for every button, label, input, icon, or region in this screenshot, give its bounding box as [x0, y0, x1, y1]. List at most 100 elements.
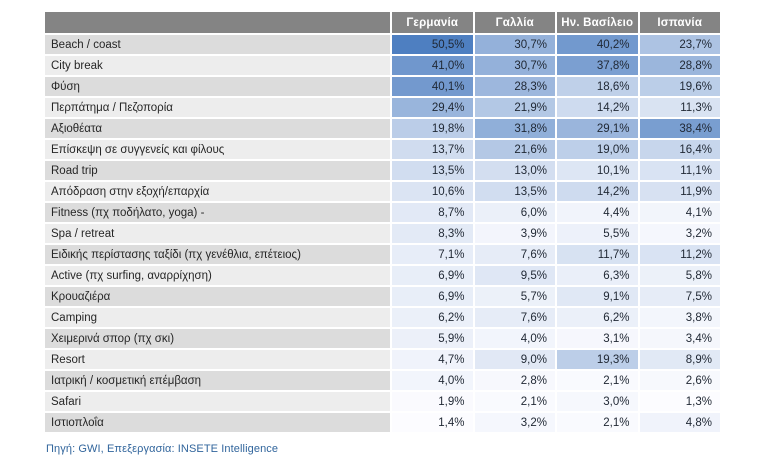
- value-cell: 13,5%: [474, 182, 555, 201]
- value-cell: 9,0%: [474, 350, 555, 369]
- value-cell: 3,1%: [557, 329, 638, 348]
- table-row: Beach / coast 50,5% 30,7% 40,2% 23,7%: [45, 35, 720, 54]
- value-cell: 4,7%: [392, 350, 473, 369]
- value-cell: 7,6%: [474, 308, 555, 327]
- table-row: Active (πχ surfing, αναρρίχηση) 6,9% 9,5% 6…: [45, 266, 720, 285]
- value-cell: 21,6%: [474, 140, 555, 159]
- value-cell: 19,3%: [557, 350, 638, 369]
- value-cell: 2,6%: [639, 371, 720, 390]
- value-cell: 7,1%: [392, 245, 473, 264]
- value-cell: 13,7%: [392, 140, 473, 159]
- row-label: Επίσκεψη σε συγγενείς και φίλους: [45, 140, 390, 159]
- row-label: Camping: [45, 308, 390, 327]
- value-cell: 3,0%: [557, 392, 638, 411]
- value-cell: 21,9%: [474, 98, 555, 117]
- value-cell: 6,0%: [474, 203, 555, 222]
- value-cell: 9,1%: [557, 287, 638, 306]
- value-cell: 11,9%: [639, 182, 720, 201]
- value-cell: 18,6%: [557, 77, 638, 96]
- row-label: Fitness (πχ ποδήλατο, yoga) -: [45, 203, 390, 222]
- table-header-row: Γερμανία Γαλλία Ην. Βασίλειο Ισπανία: [45, 12, 720, 33]
- value-cell: 16,4%: [639, 140, 720, 159]
- value-cell: 8,3%: [392, 224, 473, 243]
- value-cell: 9,5%: [474, 266, 555, 285]
- value-cell: 41,0%: [392, 56, 473, 75]
- value-cell: 1,9%: [392, 392, 473, 411]
- table-body: Beach / coast 50,5% 30,7% 40,2% 23,7% City br…: [45, 35, 720, 432]
- table-row: Ειδικής περίστασης ταξίδι (πχ γενέθλια, …: [45, 245, 720, 264]
- row-label: Beach / coast: [45, 35, 390, 54]
- value-cell: 10,6%: [392, 182, 473, 201]
- table-row: Resort 4,7% 9,0% 19,3% 8,9%: [45, 350, 720, 369]
- row-label: Ιστιοπλοΐα: [45, 413, 390, 432]
- row-label: Περπάτημα / Πεζοπορία: [45, 98, 390, 117]
- table-row: Ιατρική / κοσμετική επέμβαση 4,0% 2,8% 2,1%…: [45, 371, 720, 390]
- row-label: Safari: [45, 392, 390, 411]
- value-cell: 5,9%: [392, 329, 473, 348]
- value-cell: 8,9%: [639, 350, 720, 369]
- value-cell: 31,8%: [474, 119, 555, 138]
- value-cell: 4,0%: [474, 329, 555, 348]
- table-row: Camping 6,2% 7,6% 6,2% 3,8%: [45, 308, 720, 327]
- value-cell: 3,4%: [639, 329, 720, 348]
- value-cell: 23,7%: [639, 35, 720, 54]
- value-cell: 10,1%: [557, 161, 638, 180]
- table-row: Safari 1,9% 2,1% 3,0% 1,3%: [45, 392, 720, 411]
- table-row: Επίσκεψη σε συγγενείς και φίλους 13,7% 21,…: [45, 140, 720, 159]
- value-cell: 30,7%: [474, 56, 555, 75]
- row-label: Road trip: [45, 161, 390, 180]
- travel-preferences-table: Γερμανία Γαλλία Ην. Βασίλειο Ισπανία Beach …: [45, 12, 720, 432]
- value-cell: 5,5%: [557, 224, 638, 243]
- value-cell: 2,8%: [474, 371, 555, 390]
- value-cell: 4,1%: [639, 203, 720, 222]
- value-cell: 37,8%: [557, 56, 638, 75]
- value-cell: 2,1%: [557, 371, 638, 390]
- value-cell: 4,0%: [392, 371, 473, 390]
- table-row: Αξιοθέατα 19,8% 31,8% 29,1% 38,4%: [45, 119, 720, 138]
- table-row: Road trip 13,5% 13,0% 10,1% 11,1%: [45, 161, 720, 180]
- value-cell: 3,8%: [639, 308, 720, 327]
- value-cell: 50,5%: [392, 35, 473, 54]
- value-cell: 11,7%: [557, 245, 638, 264]
- value-cell: 19,6%: [639, 77, 720, 96]
- value-cell: 4,4%: [557, 203, 638, 222]
- row-label: Resort: [45, 350, 390, 369]
- table-row: City break 41,0% 30,7% 37,8% 28,8%: [45, 56, 720, 75]
- table-row: Ιστιοπλοΐα 1,4% 3,2% 2,1% 4,8%: [45, 413, 720, 432]
- value-cell: 11,1%: [639, 161, 720, 180]
- row-label: Φύση: [45, 77, 390, 96]
- value-cell: 11,2%: [639, 245, 720, 264]
- value-cell: 4,8%: [639, 413, 720, 432]
- value-cell: 40,2%: [557, 35, 638, 54]
- value-cell: 3,9%: [474, 224, 555, 243]
- value-cell: 3,2%: [639, 224, 720, 243]
- value-cell: 13,0%: [474, 161, 555, 180]
- value-cell: 38,4%: [639, 119, 720, 138]
- value-cell: 13,5%: [392, 161, 473, 180]
- row-label: City break: [45, 56, 390, 75]
- row-label: Active (πχ surfing, αναρρίχηση): [45, 266, 390, 285]
- table-row: Απόδραση στην εξοχή/επαρχία 10,6% 13,5% 14,…: [45, 182, 720, 201]
- source-note: Πηγή: GWI, Επεξεργασία: INSETE Intellige…: [46, 443, 279, 455]
- value-cell: 28,8%: [639, 56, 720, 75]
- corner-cell: [45, 12, 390, 33]
- value-cell: 3,2%: [474, 413, 555, 432]
- value-cell: 6,3%: [557, 266, 638, 285]
- value-cell: 6,2%: [392, 308, 473, 327]
- table-row: Fitness (πχ ποδήλατο, yoga) -8,7% 6,0% 4,4…: [45, 203, 720, 222]
- value-cell: 2,1%: [557, 413, 638, 432]
- value-cell: 29,4%: [392, 98, 473, 117]
- value-cell: 11,3%: [639, 98, 720, 117]
- value-cell: 14,2%: [557, 182, 638, 201]
- value-cell: 2,1%: [474, 392, 555, 411]
- row-label: Κρουαζιέρα: [45, 287, 390, 306]
- table-row: Spa / retreat 8,3% 3,9% 5,5% 3,2%: [45, 224, 720, 243]
- value-cell: 40,1%: [392, 77, 473, 96]
- value-cell: 5,8%: [639, 266, 720, 285]
- table-row: Περπάτημα / Πεζοπορία 29,4% 21,9% 14,2% 11,3…: [45, 98, 720, 117]
- row-label: Χειμερινά σπορ (πχ σκι): [45, 329, 390, 348]
- table-row: Φύση 40,1% 28,3% 18,6% 19,6%: [45, 77, 720, 96]
- column-header: Γαλλία: [474, 12, 555, 33]
- value-cell: 29,1%: [557, 119, 638, 138]
- column-header: Ισπανία: [639, 12, 720, 33]
